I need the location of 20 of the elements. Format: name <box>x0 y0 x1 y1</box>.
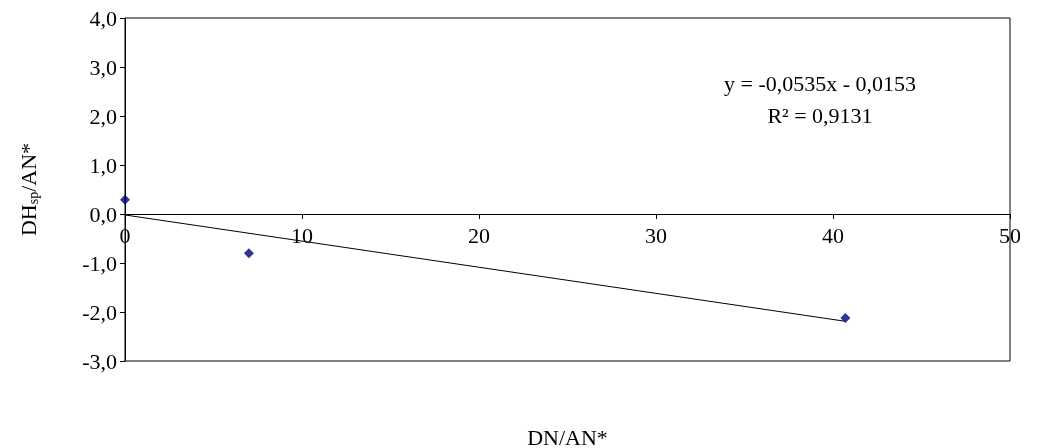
y-tick-label: 4,0 <box>89 5 117 31</box>
annotation: R² = 0,9131 <box>767 102 873 128</box>
y-tick-label: 0,0 <box>89 201 117 227</box>
y-axis-title: DHsp/AN* <box>15 142 41 237</box>
x-axis-title: DN/AN* <box>527 424 608 448</box>
point <box>243 248 254 259</box>
y-tick-label: 1,0 <box>89 152 117 178</box>
y-tick-label: -3,0 <box>82 348 117 374</box>
y-tick-label: -1,0 <box>82 250 117 276</box>
x-tick-label: 40 <box>822 222 844 248</box>
x-tick-label: 50 <box>999 222 1021 248</box>
x-tick-label: 10 <box>291 222 313 248</box>
x-tick-label: 20 <box>468 222 490 248</box>
y-tick-label: 2,0 <box>89 103 117 129</box>
annotation: y = -0,0535x - 0,0153 <box>723 70 917 96</box>
x-tick-label: 30 <box>645 222 667 248</box>
y-tick-label: 3,0 <box>89 54 117 80</box>
point <box>120 194 130 205</box>
y-tick-label: -2,0 <box>82 299 117 325</box>
point <box>840 312 851 323</box>
